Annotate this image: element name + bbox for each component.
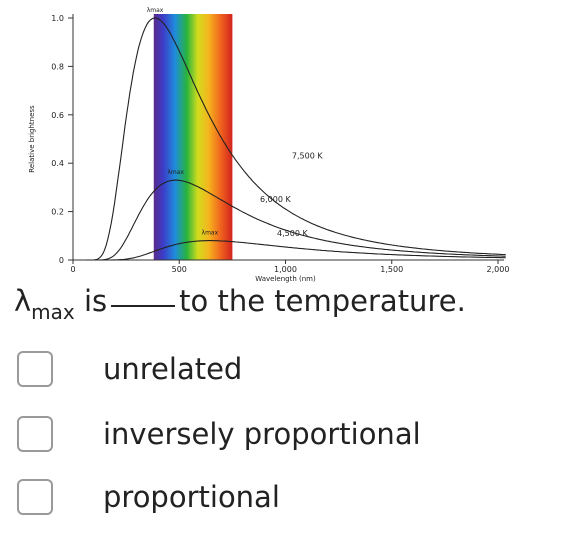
chart-axes — [72, 14, 504, 261]
chart-ticks: 0 0.2 0.4 0.6 0.8 1.0 0 500 1,000 1,500 2,000 — [51, 14, 509, 274]
lambda-max-label: λmax — [202, 230, 219, 237]
x-tick-label: 2,000 — [487, 265, 510, 274]
series-curve — [85, 240, 506, 261]
series-label: 4,500 K — [277, 229, 308, 238]
checkbox-inversely-proportional[interactable] — [17, 416, 53, 452]
y-tick-label: 0.8 — [51, 62, 64, 71]
option-label-proportional: proportional — [103, 480, 280, 514]
answer-blank — [111, 305, 176, 307]
lambda-max-label: λmax — [147, 7, 164, 14]
y-tick-label: 0 — [59, 256, 64, 265]
y-tick-label: 0.2 — [51, 208, 64, 217]
checkbox-unrelated[interactable] — [17, 351, 53, 387]
chart-series — [85, 17, 506, 261]
option-unrelated[interactable]: unrelated — [17, 351, 537, 391]
lambda-symbol: λ — [14, 284, 32, 318]
x-tick-label: 500 — [172, 265, 187, 274]
x-tick-label: 1,500 — [380, 265, 403, 274]
option-proportional[interactable]: proportional — [17, 479, 537, 519]
option-label-inversely-proportional: inversely proportional — [103, 417, 421, 451]
visible-spectrum-band — [153, 14, 233, 260]
option-label-unrelated: unrelated — [103, 352, 243, 386]
lambda-subscript: max — [31, 300, 75, 324]
x-tick-label: 1,000 — [274, 265, 297, 274]
option-inversely-proportional[interactable]: inversely proportional — [17, 416, 537, 456]
y-axis-label: Relative brightness — [28, 105, 36, 173]
question-post: to the temperature. — [179, 284, 466, 318]
lambda-max-label: λmax — [167, 169, 184, 176]
checkbox-proportional[interactable] — [17, 479, 53, 515]
x-tick-label: 0 — [70, 265, 75, 274]
y-tick-label: 0.4 — [51, 159, 64, 168]
series-label: 7,500 K — [292, 151, 323, 160]
chart-labels: Relative brightness Wavelength (nm) 7,500 … — [28, 7, 323, 283]
y-tick-label: 0.6 — [51, 111, 64, 120]
series-curve — [85, 17, 506, 261]
blackbody-chart: 0 0.2 0.4 0.6 0.8 1.0 0 500 1,000 1,500 2,000 Rela… — [28, 7, 509, 283]
series-label: 6,000 K — [260, 195, 291, 204]
series-curve — [85, 179, 506, 261]
x-axis-label: Wavelength (nm) — [255, 275, 316, 283]
question-pre: is — [74, 284, 108, 318]
question-text: λmax is to the temperature. — [14, 284, 466, 324]
y-tick-label: 1.0 — [51, 14, 64, 23]
